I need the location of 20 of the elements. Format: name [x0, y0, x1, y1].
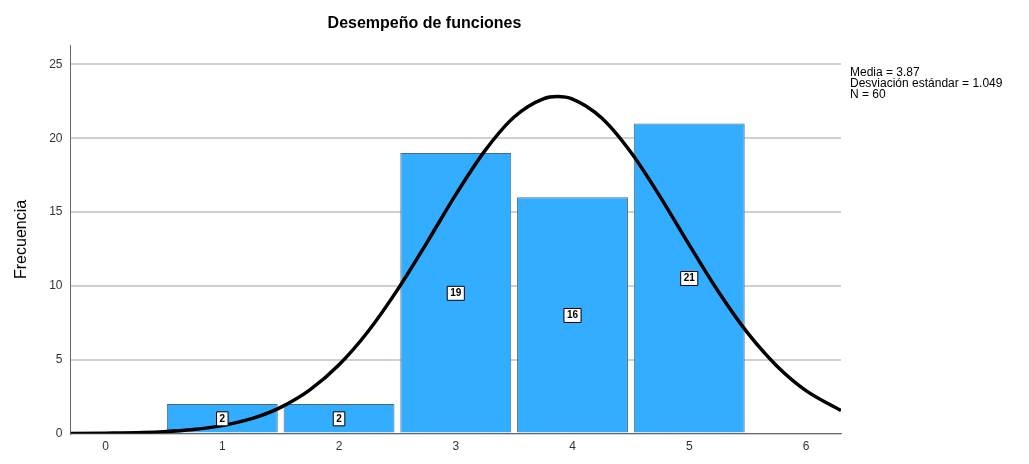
y-tick-label: 20 — [49, 130, 63, 145]
x-tick-label: 2 — [335, 439, 343, 454]
data-label: 2 — [219, 412, 226, 424]
x-tick-label: 0 — [102, 439, 110, 454]
y-tick-label: 0 — [55, 425, 63, 440]
x-tick-label: 1 — [218, 439, 226, 454]
x-tick-label: 5 — [685, 439, 693, 454]
chart-title: Desempeño de funciones — [327, 14, 522, 32]
data-label: 2 — [336, 412, 343, 424]
x-tick-label: 3 — [452, 439, 460, 454]
y-axis-title: Frecuencia — [12, 199, 30, 279]
y-tick-label: 10 — [49, 278, 63, 293]
data-label: 19 — [450, 287, 462, 299]
x-tick-label: 4 — [569, 439, 577, 454]
y-tick-label: 5 — [55, 352, 63, 367]
data-label: 21 — [683, 272, 696, 284]
y-tick-label: 15 — [49, 204, 63, 219]
data-label: 16 — [566, 309, 579, 321]
x-tick-label: 6 — [802, 439, 810, 454]
y-tick-label: 25 — [49, 56, 63, 71]
